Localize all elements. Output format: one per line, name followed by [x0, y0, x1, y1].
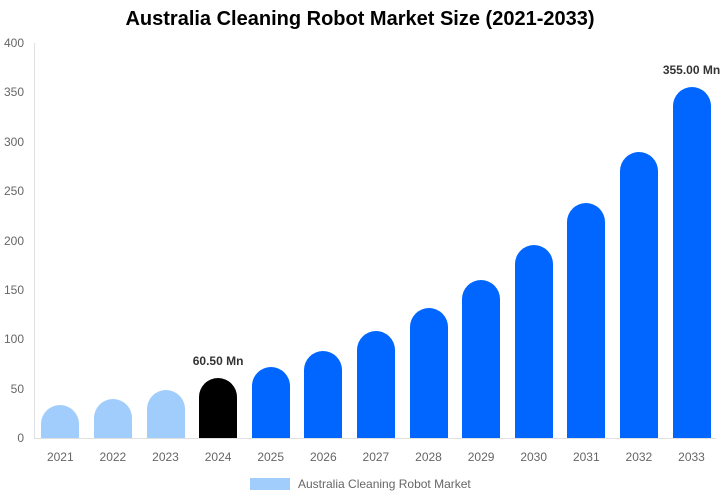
y-tick-label: 250	[3, 184, 24, 199]
x-tick-label: 2028	[415, 450, 442, 464]
legend-swatch	[250, 478, 290, 490]
x-tick-label: 2025	[257, 450, 285, 464]
bar-2021[interactable]	[41, 405, 80, 438]
x-tick-label: 2032	[625, 450, 653, 464]
bar-2022[interactable]	[93, 398, 132, 438]
y-tick-label: 150	[3, 282, 24, 297]
x-tick-label: 2031	[572, 450, 600, 464]
legend[interactable]: Australia Cleaning Robot Market	[250, 477, 471, 491]
y-tick-label: 200	[3, 233, 24, 248]
bar-2025[interactable]	[251, 366, 290, 438]
x-tick-label: 2026	[309, 450, 337, 464]
y-tick-label: 0	[17, 431, 24, 445]
bar-2027[interactable]	[356, 331, 395, 438]
y-tick-label: 300	[3, 134, 24, 149]
x-tick-label: 2023	[152, 450, 179, 464]
x-axis-line	[34, 438, 716, 439]
y-tick-label: 100	[3, 332, 24, 347]
bar-2026[interactable]	[304, 351, 343, 438]
bar-2029[interactable]	[462, 280, 501, 438]
x-tick-label: 2027	[362, 450, 390, 464]
bar-2028[interactable]	[409, 307, 448, 438]
bar-2023[interactable]	[146, 390, 185, 438]
bar-2033[interactable]	[672, 87, 711, 438]
chart-title: Australia Cleaning Robot Market Size (20…	[125, 8, 595, 30]
y-tick-label: 400	[3, 36, 24, 50]
x-tick-label: 2024	[204, 450, 232, 464]
y-axis-line	[34, 43, 35, 439]
value-label: 60.50 Mn	[192, 354, 244, 369]
bar-2024[interactable]	[199, 378, 238, 438]
legend-label: Australia Cleaning Robot Market	[298, 477, 471, 491]
bar-2031[interactable]	[567, 202, 606, 438]
bar-2030[interactable]	[514, 245, 553, 438]
x-tick-label: 2022	[99, 450, 127, 464]
y-tick-label: 350	[3, 85, 24, 100]
x-tick-label: 2021	[46, 450, 74, 464]
x-tick-label: 2030	[520, 450, 548, 464]
value-label: 355.00 Mn	[662, 63, 720, 78]
y-tick-label: 50	[10, 381, 24, 396]
x-tick-label: 2033	[678, 450, 705, 464]
bar-2032[interactable]	[619, 151, 658, 438]
x-tick-label: 2029	[467, 450, 495, 464]
